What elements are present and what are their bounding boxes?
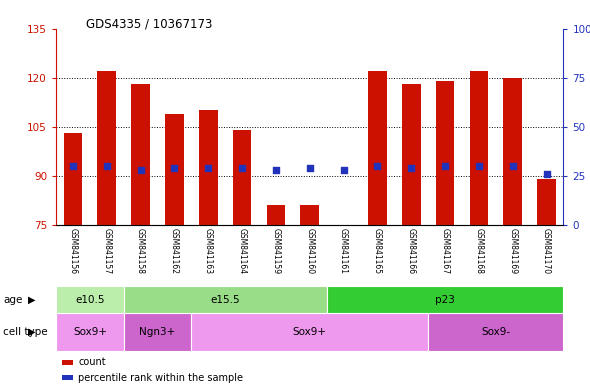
Text: GSM841160: GSM841160 [305,228,314,274]
Point [407,165,416,171]
Bar [436,81,454,225]
Bar [56,286,124,313]
Point [102,163,112,169]
Text: GSM841170: GSM841170 [542,228,551,274]
Point [237,165,247,171]
Point [508,163,517,169]
Text: Ngn3+: Ngn3+ [139,327,176,337]
Bar [428,313,563,351]
Text: GSM841167: GSM841167 [441,228,450,274]
Bar [300,205,319,225]
Text: Sox9-: Sox9- [481,327,510,337]
Point [373,163,382,169]
Bar [537,179,556,225]
Text: GSM841164: GSM841164 [238,228,247,274]
Point [68,163,78,169]
Point [271,167,281,173]
Text: e15.5: e15.5 [211,295,240,305]
Text: GSM841163: GSM841163 [204,228,213,274]
Text: Sox9+: Sox9+ [293,327,327,337]
Text: GSM841161: GSM841161 [339,228,348,274]
Bar [165,114,183,225]
Text: p23: p23 [435,295,455,305]
Text: GSM841157: GSM841157 [102,228,112,274]
Text: GSM841169: GSM841169 [508,228,517,274]
Text: GSM841166: GSM841166 [407,228,416,274]
Text: count: count [78,358,106,367]
Point [305,165,314,171]
Text: cell type: cell type [3,327,48,337]
Bar [470,71,488,225]
Text: GSM841168: GSM841168 [474,228,483,274]
Point [339,167,348,173]
Text: GSM841156: GSM841156 [68,228,77,274]
Point [136,167,145,173]
Text: GSM841158: GSM841158 [136,228,145,274]
Text: e10.5: e10.5 [75,295,104,305]
Text: age: age [3,295,22,305]
Text: ▶: ▶ [28,295,36,305]
Bar [97,71,116,225]
Point [440,163,450,169]
Bar [267,205,285,225]
Bar [233,130,251,225]
Text: GSM841159: GSM841159 [271,228,280,274]
Text: GSM841162: GSM841162 [170,228,179,274]
Text: ▶: ▶ [28,327,36,337]
Bar [327,286,563,313]
Bar [124,286,327,313]
Bar [124,313,191,351]
Bar [191,313,428,351]
Point [170,165,179,171]
Point [542,170,551,177]
Bar [199,111,218,225]
Bar [132,84,150,225]
Bar [503,78,522,225]
Text: percentile rank within the sample: percentile rank within the sample [78,373,244,383]
Point [474,163,484,169]
Text: Sox9+: Sox9+ [73,327,107,337]
Text: GDS4335 / 10367173: GDS4335 / 10367173 [86,17,212,30]
Bar [64,133,82,225]
Point [204,165,213,171]
Bar [402,84,421,225]
Bar [368,71,386,225]
Text: GSM841165: GSM841165 [373,228,382,274]
Bar [56,313,124,351]
